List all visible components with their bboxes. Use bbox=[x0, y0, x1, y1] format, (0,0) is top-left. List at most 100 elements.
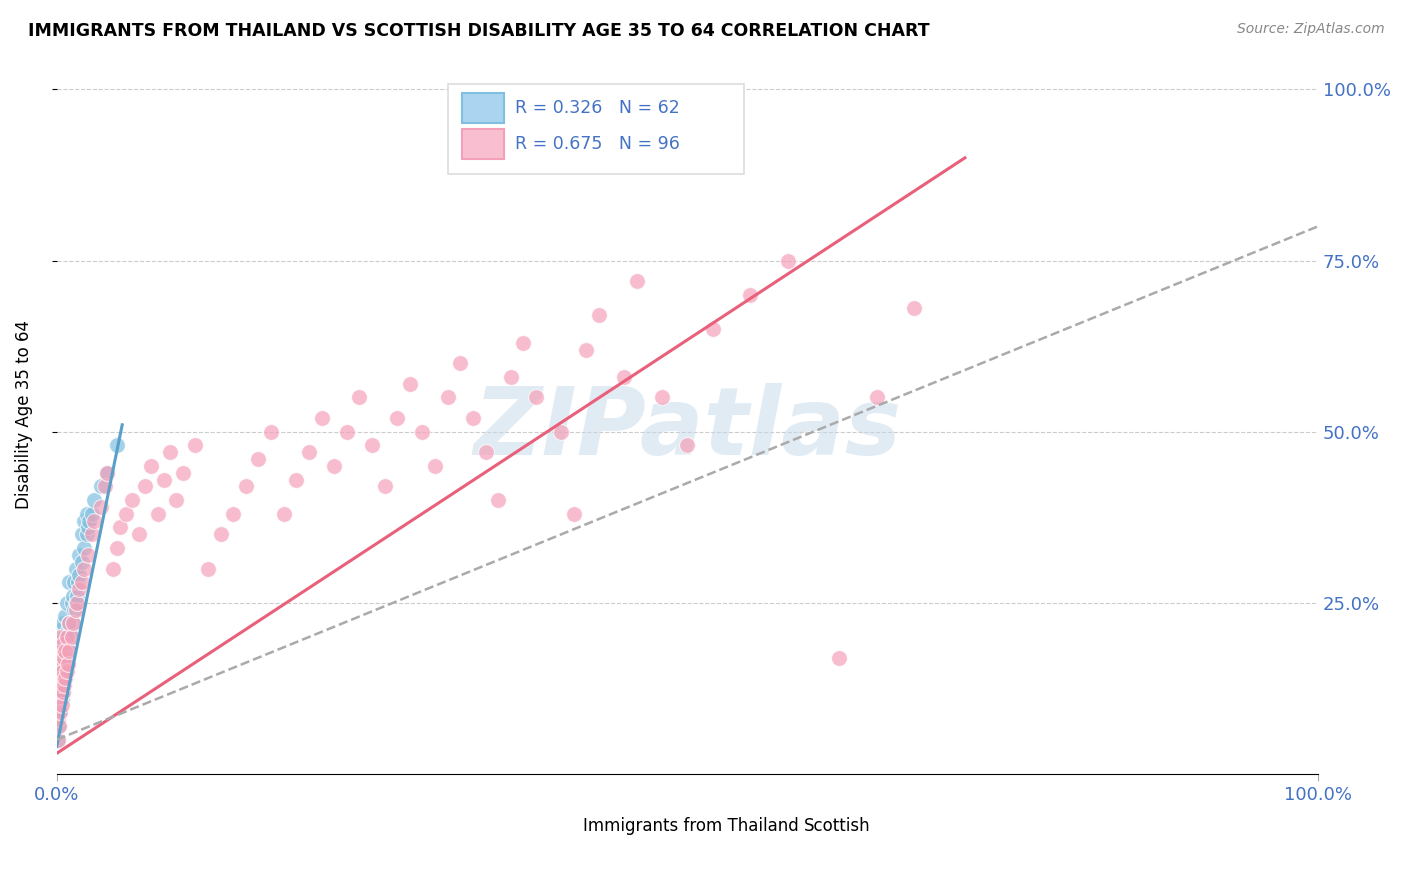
Point bbox=[55, 630, 77, 644]
Point bbox=[311, 411, 333, 425]
Point bbox=[53, 671, 76, 685]
FancyBboxPatch shape bbox=[533, 814, 574, 838]
Point bbox=[49, 630, 72, 644]
Point bbox=[56, 650, 79, 665]
Point bbox=[121, 493, 143, 508]
Point bbox=[49, 706, 72, 720]
Point bbox=[76, 507, 98, 521]
Point bbox=[56, 657, 79, 672]
Y-axis label: Disability Age 35 to 64: Disability Age 35 to 64 bbox=[15, 320, 32, 509]
Point bbox=[349, 391, 371, 405]
Point bbox=[52, 665, 75, 679]
Point bbox=[46, 698, 69, 713]
Point bbox=[55, 665, 77, 679]
Point bbox=[260, 425, 283, 439]
Point bbox=[65, 596, 87, 610]
Point bbox=[461, 411, 484, 425]
Point bbox=[524, 391, 547, 405]
Point bbox=[46, 732, 69, 747]
Point bbox=[828, 650, 851, 665]
Point bbox=[77, 520, 100, 534]
Point bbox=[51, 691, 73, 706]
Point bbox=[49, 665, 72, 679]
Point bbox=[62, 589, 84, 603]
Point bbox=[141, 458, 163, 473]
Point bbox=[58, 575, 80, 590]
Point bbox=[436, 391, 458, 405]
Point bbox=[52, 685, 75, 699]
Point bbox=[51, 671, 73, 685]
Point bbox=[53, 678, 76, 692]
Point bbox=[55, 671, 77, 685]
Point bbox=[58, 644, 80, 658]
Point bbox=[361, 438, 384, 452]
Point bbox=[323, 458, 346, 473]
Point bbox=[48, 657, 70, 672]
Point bbox=[247, 452, 270, 467]
Point bbox=[96, 466, 118, 480]
Point bbox=[60, 630, 83, 644]
Point bbox=[67, 575, 90, 590]
Point bbox=[778, 253, 800, 268]
Point bbox=[80, 507, 103, 521]
Point bbox=[76, 527, 98, 541]
Point bbox=[58, 616, 80, 631]
Point bbox=[52, 665, 75, 679]
Point bbox=[449, 356, 471, 370]
Point bbox=[235, 479, 257, 493]
Point bbox=[53, 630, 76, 644]
Point bbox=[588, 308, 610, 322]
Point bbox=[55, 609, 77, 624]
Point bbox=[48, 678, 70, 692]
Point bbox=[398, 376, 420, 391]
Point bbox=[48, 698, 70, 713]
Text: IMMIGRANTS FROM THAILAND VS SCOTTISH DISABILITY AGE 35 TO 64 CORRELATION CHART: IMMIGRANTS FROM THAILAND VS SCOTTISH DIS… bbox=[28, 22, 929, 40]
Point bbox=[77, 548, 100, 562]
Point bbox=[70, 527, 93, 541]
Point bbox=[49, 644, 72, 658]
Point bbox=[46, 712, 69, 726]
Point bbox=[55, 596, 77, 610]
Point bbox=[49, 678, 72, 692]
Point bbox=[73, 514, 96, 528]
Point bbox=[387, 411, 409, 425]
Point bbox=[46, 712, 69, 726]
Point bbox=[67, 548, 90, 562]
Point bbox=[903, 301, 925, 316]
Point bbox=[90, 500, 112, 514]
Point bbox=[67, 582, 90, 596]
Point bbox=[46, 685, 69, 699]
Point bbox=[273, 507, 295, 521]
Point bbox=[55, 644, 77, 658]
Point bbox=[55, 630, 77, 644]
Point bbox=[128, 527, 150, 541]
Point bbox=[108, 520, 131, 534]
Point bbox=[60, 596, 83, 610]
Point bbox=[105, 438, 128, 452]
Point bbox=[66, 589, 89, 603]
Point bbox=[52, 637, 75, 651]
Point bbox=[60, 630, 83, 644]
Point bbox=[51, 650, 73, 665]
Point bbox=[70, 555, 93, 569]
Point bbox=[49, 623, 72, 637]
Point bbox=[73, 561, 96, 575]
Point bbox=[56, 623, 79, 637]
Point bbox=[51, 671, 73, 685]
Point bbox=[55, 665, 77, 679]
Point bbox=[209, 527, 232, 541]
Point bbox=[134, 479, 156, 493]
Point bbox=[486, 493, 509, 508]
Point bbox=[93, 479, 115, 493]
Point bbox=[48, 650, 70, 665]
Text: Immigrants from Thailand: Immigrants from Thailand bbox=[582, 817, 799, 835]
Text: Source: ZipAtlas.com: Source: ZipAtlas.com bbox=[1237, 22, 1385, 37]
Point bbox=[51, 644, 73, 658]
Point bbox=[46, 698, 69, 713]
Point bbox=[48, 719, 70, 733]
Point bbox=[626, 274, 648, 288]
Point bbox=[48, 671, 70, 685]
Point bbox=[70, 575, 93, 590]
Point bbox=[80, 527, 103, 541]
Point bbox=[46, 671, 69, 685]
